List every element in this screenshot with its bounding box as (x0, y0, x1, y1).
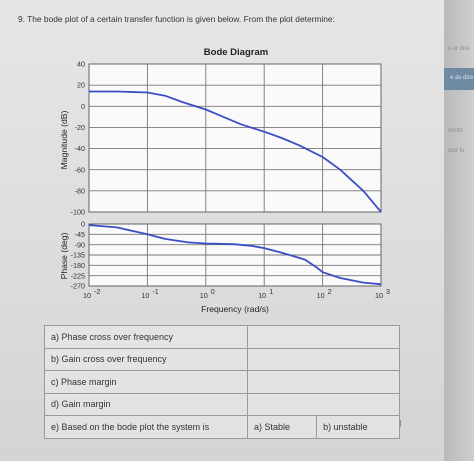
x-tick-exponent: -1 (152, 287, 158, 296)
question-label: b) Gain cross over frequency (44, 347, 248, 371)
x-tick-label: 10 (200, 291, 208, 300)
magnitude-y-tick-label: -100 (71, 208, 85, 217)
answer-cell[interactable] (247, 347, 400, 371)
table-row: d) Gain margin (44, 392, 400, 416)
phase-y-tick-label: 0 (81, 220, 85, 229)
option-unstable[interactable]: b) unstable (316, 415, 400, 439)
phase-y-tick-label: -45 (75, 230, 85, 239)
magnitude-grid (89, 64, 381, 212)
side-panel-text: nents (448, 128, 463, 134)
magnitude-y-tick-label: 40 (77, 60, 85, 69)
magnitude-y-tick-label: -60 (75, 165, 85, 174)
x-tick-label: 10 (258, 291, 266, 300)
table-row: e) Based on the bode plot the system is … (44, 415, 400, 439)
phase-y-tick-label: -90 (75, 240, 85, 249)
question-label: d) Gain margin (44, 392, 248, 416)
side-panel-highlight-text: e as dire (450, 75, 474, 81)
x-tick-label: 10 (141, 291, 149, 300)
question-text: 9. The bode plot of a certain transfer f… (18, 14, 335, 24)
answer-table: a) Phase cross over frequency b) Gain cr… (44, 325, 400, 439)
x-tick-exponent: 0 (211, 287, 215, 296)
frequency-axis-label: Frequency (rad/s) (201, 304, 269, 314)
text-cursor-icon: I (399, 419, 402, 430)
option-stable[interactable]: a) Stable (246, 415, 318, 439)
magnitude-y-tick-label: 0 (81, 102, 85, 111)
magnitude-axis-label: Magnitude (dB) (59, 110, 69, 169)
table-row: b) Gain cross over frequency (44, 347, 400, 371)
question-label: c) Phase margin (44, 370, 248, 394)
phase-series (88, 224, 382, 286)
frequency-x-ticks: 10 -2 10 -1 10 0 10 1 10 2 10 3 (83, 287, 390, 300)
x-tick-exponent: 1 (269, 287, 273, 296)
x-tick-exponent: -2 (94, 287, 100, 296)
question-label: a) Phase cross over frequency (44, 325, 248, 349)
x-tick-label: 10 (83, 291, 91, 300)
magnitude-y-tick-label: 20 (77, 81, 85, 90)
phase-y-tick-label: -225 (71, 271, 85, 280)
answer-cell[interactable] (247, 325, 400, 349)
phase-y-tick-label: -180 (71, 261, 85, 270)
x-tick-exponent: 2 (328, 287, 332, 296)
question-label: e) Based on the bode plot the system is (44, 415, 248, 439)
phase-y-tick-label: -270 (71, 282, 85, 291)
table-row: c) Phase margin (44, 370, 400, 394)
chart-title: Bode Diagram (204, 47, 268, 58)
magnitude-plot-area (88, 63, 382, 213)
side-panel-text: s or dire (448, 46, 470, 52)
phase-axis-label: Phase (deg) (59, 232, 69, 279)
table-row: a) Phase cross over frequency (44, 325, 400, 349)
phase-series-line (88, 224, 382, 286)
magnitude-y-tick-label: -20 (75, 123, 85, 132)
x-tick-label: 10 (375, 291, 383, 300)
side-panel-text: ctor lu (448, 148, 465, 154)
magnitude-y-ticks: 40 20 0 -20 -40 -60 -80 -100 (71, 60, 85, 217)
magnitude-series-line (89, 90, 382, 213)
phase-y-tick-label: -135 (71, 251, 85, 260)
x-tick-label: 10 (317, 291, 325, 300)
answer-cell[interactable] (247, 370, 400, 394)
side-panel-highlight: e as dire (444, 68, 474, 90)
magnitude-series (89, 90, 382, 213)
answer-cell[interactable] (247, 392, 400, 416)
side-panel: s or dire e as dire nents ctor lu (444, 0, 474, 461)
phase-y-ticks: 0-45-90 -135-180-225 -270 (71, 220, 85, 291)
magnitude-y-tick-label: -40 (75, 144, 85, 153)
x-tick-exponent: 3 (386, 287, 390, 296)
magnitude-y-tick-label: -80 (75, 186, 85, 195)
